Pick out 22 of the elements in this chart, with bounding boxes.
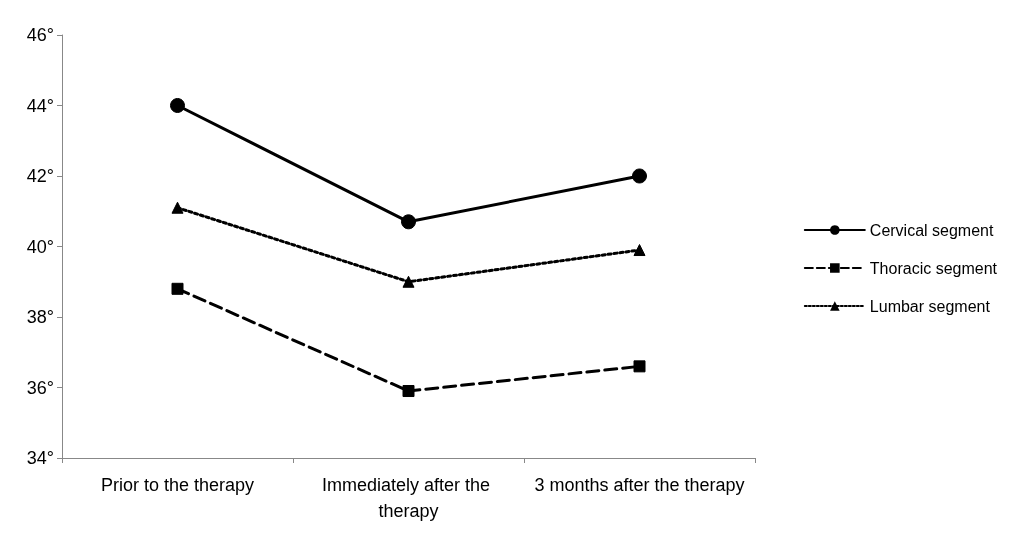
x-tick-label: 3 months after the therapy bbox=[534, 475, 745, 495]
legend-label: Lumbar segment bbox=[869, 297, 991, 315]
y-tick-label: 38° bbox=[26, 307, 54, 327]
point bbox=[632, 168, 647, 184]
point bbox=[633, 244, 646, 257]
legend-label: Cervical segment bbox=[869, 221, 994, 239]
y-tick-label: 34° bbox=[26, 448, 54, 468]
legend-label: Thoracic segment bbox=[869, 259, 998, 277]
x-tick-label: Immediately after the therapy bbox=[321, 475, 496, 521]
y-tick-label: 42° bbox=[26, 166, 54, 186]
point bbox=[171, 201, 184, 214]
point bbox=[633, 360, 646, 373]
x-tick-label: Prior to the therapy bbox=[100, 475, 255, 495]
point bbox=[402, 385, 415, 398]
point bbox=[401, 214, 416, 230]
point bbox=[171, 282, 184, 295]
point bbox=[170, 98, 185, 113]
y-tick-label: 36° bbox=[26, 377, 54, 398]
y-tick-label: 40° bbox=[26, 236, 54, 257]
point bbox=[402, 275, 415, 288]
y-tick-label: 46° bbox=[26, 25, 54, 45]
y-tick-label: 44° bbox=[26, 95, 54, 116]
